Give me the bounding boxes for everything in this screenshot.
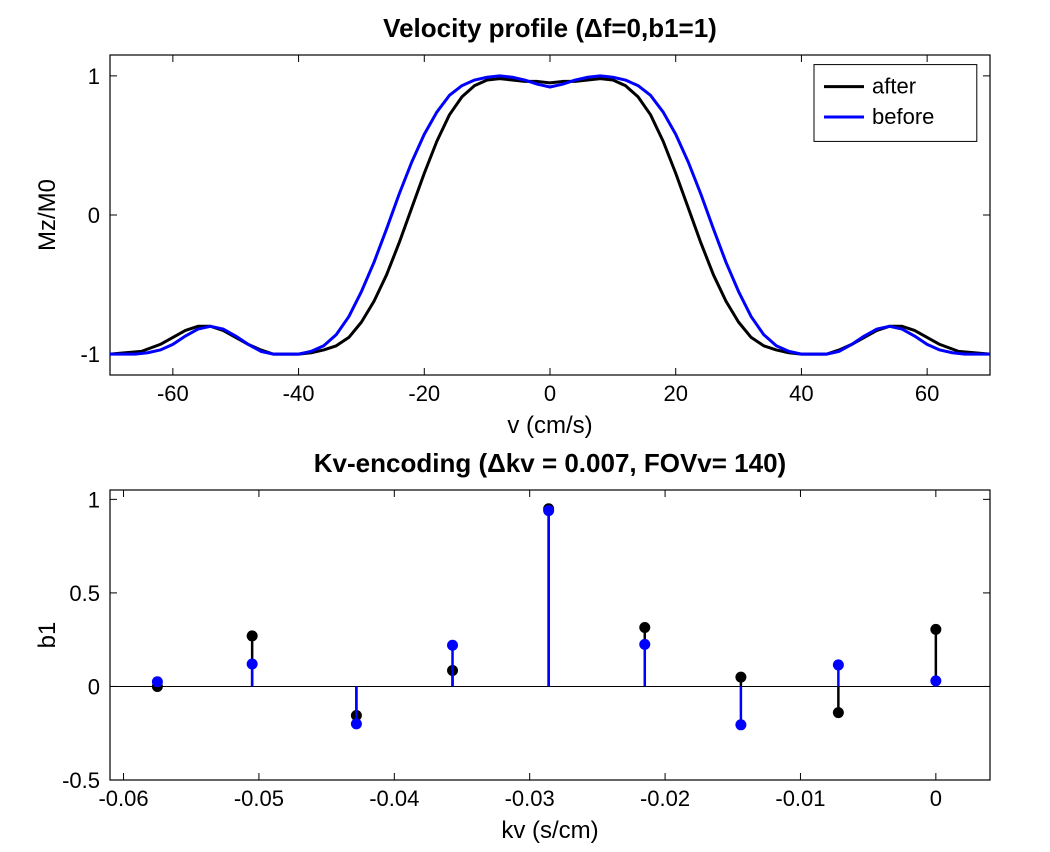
stem-blue-marker (351, 718, 362, 729)
stem-black-marker (735, 672, 746, 683)
xtick-label: -0.03 (505, 786, 555, 811)
legend-label: after (872, 74, 916, 99)
stem-blue-marker (247, 659, 258, 670)
xtick-label: -20 (408, 381, 440, 406)
xtick-label: -0.01 (775, 786, 825, 811)
ytick-label: 0.5 (69, 581, 100, 606)
stem-black-marker (639, 622, 650, 633)
svg-canvas: Velocity profile (Δf=0,b1=1) -60 -40 -20 0 20… (0, 0, 1050, 852)
xtick-label: 60 (915, 381, 939, 406)
ytick-label: -1 (80, 342, 100, 367)
stem-blue-marker (543, 505, 554, 516)
stem-blue-marker (639, 639, 650, 650)
xtick-label: 40 (789, 381, 813, 406)
top-xlabel: v (cm/s) (507, 412, 592, 439)
stem-black-marker (833, 707, 844, 718)
stem-black-marker (930, 624, 941, 635)
ytick-label: 1 (88, 487, 100, 512)
xtick-label: 20 (663, 381, 687, 406)
top-ylabel: Mz/M0 (34, 179, 61, 251)
ytick-label: 1 (88, 64, 100, 89)
xtick-label: -40 (283, 381, 315, 406)
xtick-label: -0.02 (640, 786, 690, 811)
figure: Velocity profile (Δf=0,b1=1) -60 -40 -20 0 20… (0, 0, 1050, 852)
xtick-label: 0 (930, 786, 942, 811)
xtick-label: 0 (544, 381, 556, 406)
xtick-label: -0.04 (369, 786, 419, 811)
stem-black-marker (247, 630, 258, 641)
stem-blue-marker (152, 676, 163, 687)
stem-blue-marker (930, 675, 941, 686)
bottom-chart-title: Kv-encoding (Δkv = 0.007, FOVv= 140) (314, 448, 786, 478)
legend-label: before (872, 104, 934, 129)
ytick-label: 0 (88, 203, 100, 228)
top-chart-title: Velocity profile (Δf=0,b1=1) (383, 13, 717, 43)
stem-blue-marker (447, 640, 458, 651)
xtick-label: -60 (157, 381, 189, 406)
xtick-label: -0.06 (98, 786, 148, 811)
stem-blue-marker (833, 659, 844, 670)
xtick-label: -0.05 (234, 786, 284, 811)
stem-blue-marker (735, 719, 746, 730)
ytick-label: -0.5 (62, 768, 100, 793)
bottom-ylabel: b1 (34, 622, 61, 649)
bottom-xlabel: kv (s/cm) (501, 817, 598, 844)
ytick-label: 0 (88, 674, 100, 699)
